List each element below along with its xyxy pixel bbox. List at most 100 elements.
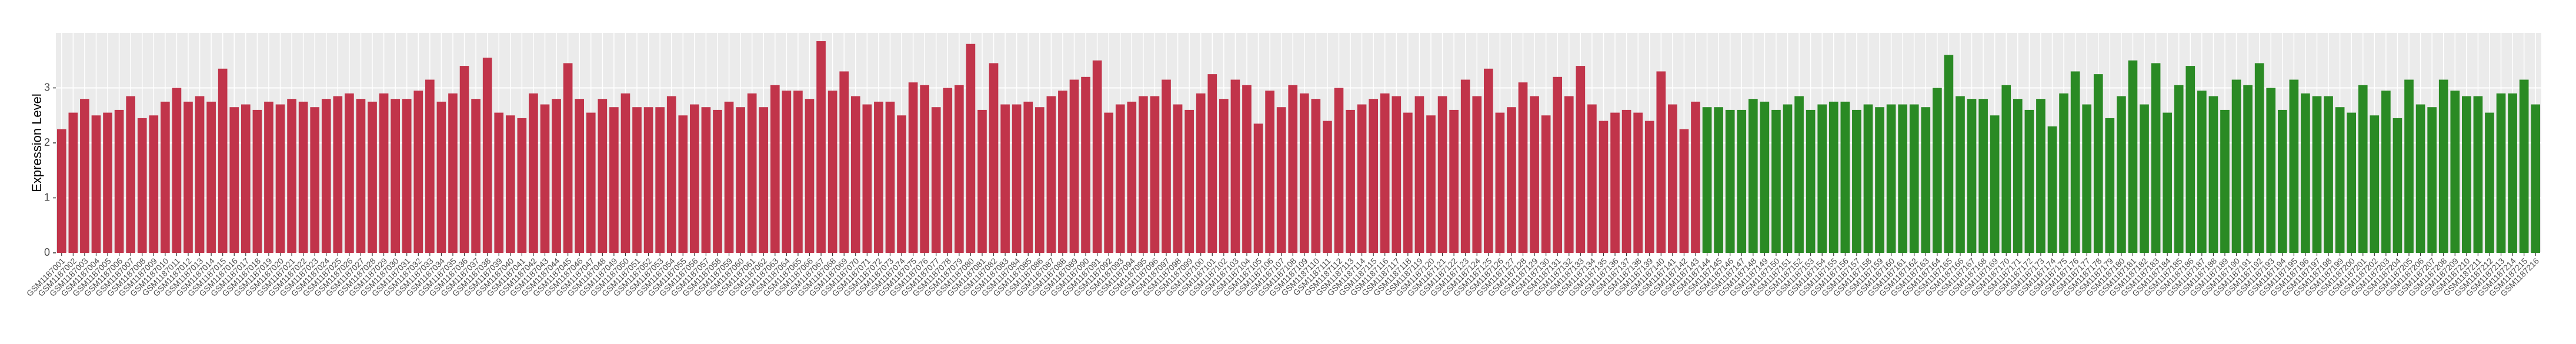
bar <box>1495 112 1505 253</box>
bar <box>1564 96 1574 253</box>
bar <box>1115 104 1125 253</box>
bar <box>1933 88 1942 253</box>
bar <box>1691 101 1700 253</box>
bar <box>91 115 101 253</box>
bar <box>1621 109 1631 253</box>
bar <box>2266 88 2276 253</box>
bar <box>1230 79 1240 253</box>
bar <box>827 91 837 253</box>
bar <box>1771 109 1781 253</box>
bar <box>2427 107 2437 253</box>
bar <box>2508 93 2517 253</box>
bar <box>655 107 665 253</box>
bar <box>471 99 481 253</box>
bar <box>1944 55 1954 253</box>
bar <box>1760 101 1770 253</box>
bar <box>862 104 872 253</box>
bar <box>943 88 953 253</box>
bar <box>839 71 849 253</box>
bar <box>2013 99 2023 253</box>
bar <box>1265 91 1274 253</box>
bar <box>391 99 400 253</box>
bar <box>2036 99 2046 253</box>
bar <box>1288 85 1298 253</box>
bar <box>379 93 389 253</box>
bar <box>2462 96 2471 253</box>
bar <box>1414 96 1424 253</box>
bar <box>885 101 895 253</box>
bar <box>482 58 492 253</box>
bar <box>2163 112 2172 253</box>
bar <box>586 112 596 253</box>
bar <box>1311 99 1321 253</box>
bar <box>345 93 354 253</box>
bar <box>1150 96 1160 253</box>
bar <box>56 129 66 253</box>
bar <box>1921 107 1931 253</box>
bar <box>2254 63 2264 253</box>
bar <box>2381 91 2391 253</box>
bar <box>1184 109 1194 253</box>
bar <box>770 85 780 253</box>
bar <box>1437 96 1447 253</box>
bar <box>1219 99 1229 253</box>
y-axis-title: Expression Level <box>29 93 44 192</box>
bar <box>206 101 216 253</box>
bar <box>1725 109 1735 253</box>
bar <box>161 101 170 253</box>
bar <box>436 101 446 253</box>
bar <box>183 101 193 253</box>
bar <box>517 118 527 253</box>
bar <box>1737 109 1747 253</box>
bar <box>2231 79 2241 253</box>
bar <box>1656 71 1666 253</box>
bar <box>2117 96 2126 253</box>
bar <box>552 99 561 253</box>
bar <box>2174 85 2184 253</box>
bar <box>2393 118 2403 253</box>
bar <box>2324 96 2333 253</box>
bar <box>1518 82 1528 253</box>
bar <box>713 109 722 253</box>
bar <box>1058 91 1067 253</box>
bar <box>2220 109 2230 253</box>
bar <box>1472 96 1482 253</box>
bar <box>575 99 585 253</box>
bars <box>56 41 2541 253</box>
bar <box>563 63 573 253</box>
bar <box>1909 104 1919 253</box>
bar <box>368 101 377 253</box>
bar <box>1000 104 1010 253</box>
bar <box>298 101 308 253</box>
bar <box>103 112 112 253</box>
bar <box>2140 104 2149 253</box>
bar <box>805 99 815 253</box>
bar <box>1668 104 1677 253</box>
bar <box>977 109 987 253</box>
bar <box>736 107 745 253</box>
bar <box>229 107 239 253</box>
bar <box>1299 93 1309 253</box>
bar <box>2312 96 2322 253</box>
bar <box>2082 104 2092 253</box>
bar <box>1449 109 1459 253</box>
bar <box>413 91 423 253</box>
bar <box>1426 115 1436 253</box>
bar <box>931 107 941 253</box>
y-tick-label: 3 <box>44 81 50 93</box>
bar <box>402 99 412 253</box>
bar <box>1162 79 1171 253</box>
bar <box>2485 112 2494 253</box>
bar <box>1023 101 1033 253</box>
bar <box>1978 99 1988 253</box>
bar <box>2047 126 2057 253</box>
bar <box>241 104 251 253</box>
bar <box>80 99 89 253</box>
bar <box>2347 112 2357 253</box>
bar <box>678 115 688 253</box>
bar <box>2024 109 2034 253</box>
bar <box>1139 96 1148 253</box>
bar <box>1196 93 1206 253</box>
bar <box>747 93 757 253</box>
